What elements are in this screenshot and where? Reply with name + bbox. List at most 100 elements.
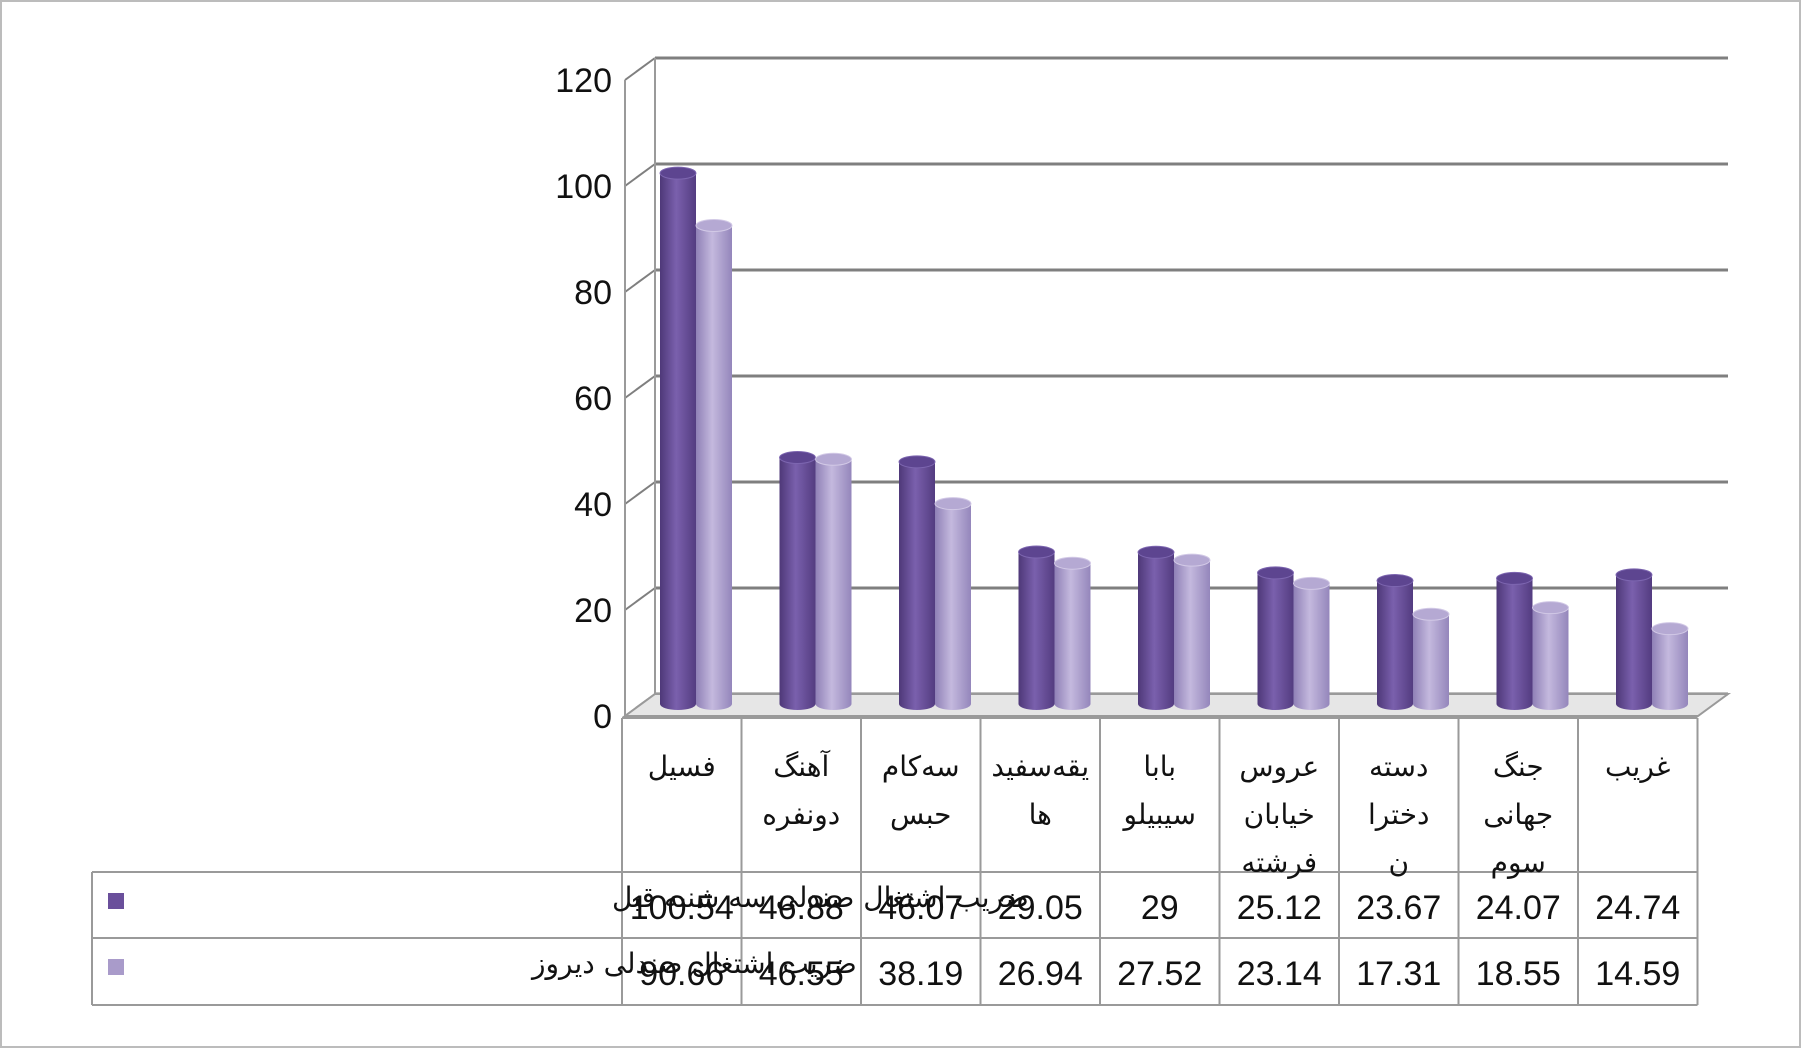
bar (1018, 545, 1055, 710)
data-value: 27.52 (1117, 955, 1202, 993)
bar-base (1532, 698, 1569, 710)
data-table: فسیل آهنگ دونفره سه‌کام حبس یقه‌سفید ها بابا سیب… (91, 717, 1699, 1006)
category-label: ن (1388, 846, 1409, 879)
category-label: دسته (1369, 750, 1428, 783)
data-value: 26.94 (998, 955, 1083, 993)
bar (659, 166, 697, 710)
data-value: 46.55 (759, 955, 844, 993)
bar-base (1377, 698, 1413, 710)
bar-top (1137, 545, 1175, 559)
gridline-side (624, 481, 656, 505)
bar (1054, 556, 1091, 710)
data-value: 46.88 (759, 889, 844, 927)
category-label: خیابان (1244, 798, 1315, 831)
bar-base (1413, 698, 1449, 710)
legend-swatch (108, 893, 124, 909)
category-label: فسیل (648, 750, 716, 783)
bars (659, 166, 1689, 710)
bar-base (815, 698, 852, 710)
bar (1173, 553, 1211, 710)
bar (1412, 607, 1450, 710)
bar (1651, 622, 1689, 710)
bar-body (935, 503, 971, 704)
data-value: 18.55 (1476, 955, 1561, 993)
category-label: دخترا (1368, 798, 1429, 831)
category-label: جهانی (1483, 798, 1553, 831)
category-label: یقه‌سفید (991, 750, 1089, 783)
data-value: 100.54 (630, 889, 734, 927)
bar-body (1532, 607, 1569, 704)
category-label: جنگ (1493, 750, 1544, 783)
category-label: دونفره (762, 798, 840, 831)
data-value: 46.07 (878, 889, 963, 927)
bar (815, 452, 852, 710)
bar-body (1652, 628, 1688, 704)
bar-body (660, 173, 696, 704)
data-value: 23.14 (1237, 955, 1322, 993)
bar-body (1377, 580, 1413, 704)
bar (898, 455, 936, 710)
bar-base (1174, 698, 1210, 710)
bar-base (1496, 698, 1533, 710)
bar (1532, 601, 1569, 710)
bar-top (1376, 574, 1414, 588)
category-label: فرشته (1241, 846, 1317, 879)
category-label: غریب (1605, 750, 1670, 783)
gridline-side (624, 57, 656, 81)
data-value: 23.67 (1356, 889, 1441, 927)
bar-top (659, 166, 697, 180)
bar (1615, 568, 1653, 710)
legend-label: ضریب اشتغال صندلی سه شنبه قبل (612, 881, 1029, 914)
bar-body (1496, 578, 1533, 704)
legend-swatch (108, 959, 124, 975)
data-value: 14.59 (1595, 955, 1680, 993)
bar-top (1018, 545, 1055, 559)
data-value: 25.12 (1237, 889, 1322, 927)
bar-body (1293, 583, 1330, 704)
gridline-side (624, 163, 656, 187)
bar (934, 497, 972, 710)
data-value: 17.31 (1356, 955, 1441, 993)
y-tick-label: 60 (574, 380, 612, 418)
y-tick-label: 20 (574, 592, 612, 630)
bar-body (1174, 560, 1210, 704)
data-value: 24.07 (1476, 889, 1561, 927)
bar-top (1651, 622, 1689, 636)
bar-top (1054, 556, 1091, 570)
bar-body (1054, 563, 1091, 704)
category-label: بابا (1143, 750, 1176, 783)
data-value: 38.19 (878, 955, 963, 993)
bar-base (660, 698, 696, 710)
gridline-side (624, 587, 656, 611)
bar-base (1616, 698, 1652, 710)
bar-body (815, 459, 852, 704)
y-axis-ticks: 0 20 40 60 80 100 120 (555, 62, 612, 736)
bar-body (1018, 552, 1055, 704)
bar-top (1615, 568, 1653, 582)
bar-top (1293, 576, 1330, 590)
bar-top (898, 455, 936, 469)
category-label: ها (1029, 798, 1052, 831)
bar (1376, 574, 1414, 710)
gridline-side (624, 269, 656, 293)
category-label: عروس (1239, 750, 1319, 783)
bar-base (1652, 698, 1688, 710)
bar (1293, 576, 1330, 710)
bar-body (1616, 574, 1652, 704)
y-tick-label: 100 (555, 168, 612, 206)
bar (695, 219, 733, 710)
y-tick-label: 120 (555, 62, 612, 100)
y-tick-label: 80 (574, 274, 612, 312)
y-tick-label: 40 (574, 486, 612, 524)
category-label: سه‌کام (882, 750, 960, 783)
bar (779, 451, 816, 710)
bar-top (1496, 571, 1533, 585)
legend-label: ضریب اشتغال صندلی دیروز (530, 947, 857, 980)
bar-body (1138, 552, 1174, 704)
category-label: سوم (1491, 846, 1546, 879)
bar-top (1412, 607, 1450, 621)
bar-base (779, 698, 816, 710)
bar-base (1138, 698, 1174, 710)
